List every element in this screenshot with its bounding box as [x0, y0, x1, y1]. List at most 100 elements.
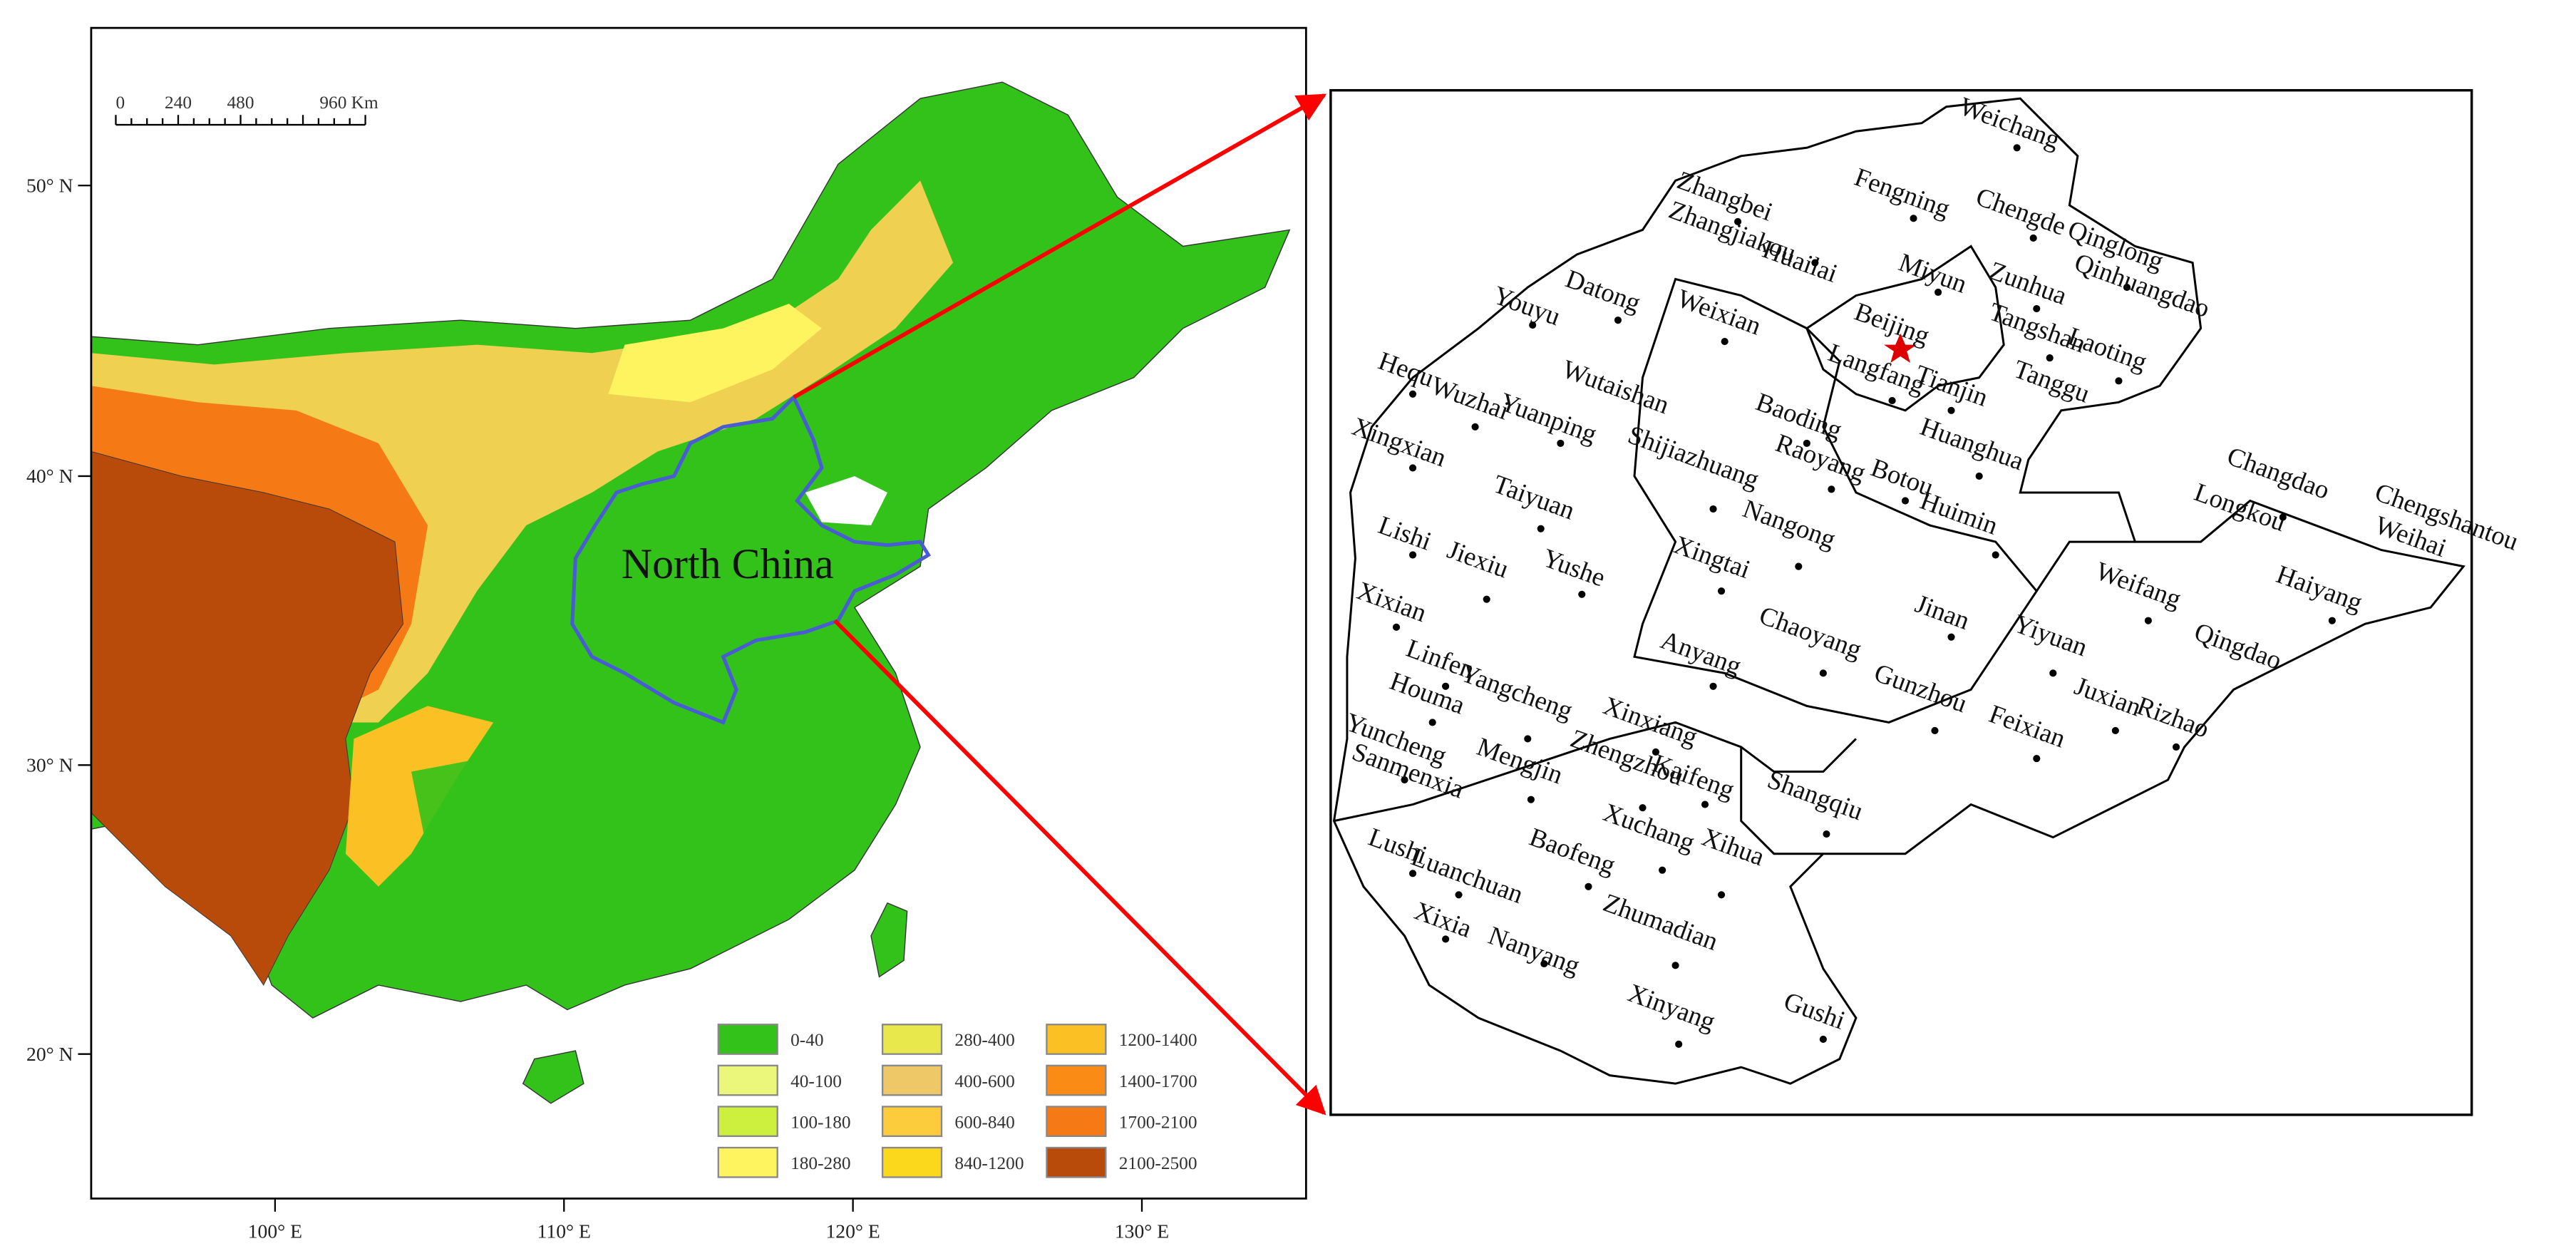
scale-label: 960 Km — [319, 93, 378, 113]
station-dot — [2029, 234, 2037, 242]
station-dot — [1442, 682, 1450, 690]
legend-label: 400-600 — [954, 1071, 1014, 1091]
legend-label: 600-840 — [954, 1112, 1014, 1132]
station-dot — [1557, 439, 1565, 447]
station-dot — [1614, 316, 1622, 324]
station-dot — [1652, 748, 1659, 756]
station-dot — [1408, 551, 1417, 559]
legend-swatch — [1046, 1024, 1107, 1055]
station-dot — [1527, 796, 1535, 803]
station-dot — [1803, 439, 1810, 447]
legend-label: 840-1200 — [954, 1153, 1024, 1173]
legend-swatch — [717, 1146, 778, 1178]
station-dot — [1659, 866, 1666, 874]
station-dot — [1408, 390, 1417, 398]
station-dot — [1701, 801, 1709, 808]
lon-label: 100° E — [248, 1220, 302, 1242]
station-dot — [1524, 735, 1532, 743]
legend-swatch — [1046, 1106, 1107, 1138]
station-dot — [1734, 217, 1742, 226]
station-dot — [1408, 870, 1417, 877]
lat-label: 50° N — [26, 174, 73, 196]
station-dot — [1471, 423, 1479, 431]
station-dot — [2328, 617, 2336, 624]
station-dot — [2033, 304, 2041, 313]
legend-swatch — [1046, 1064, 1107, 1096]
station-dot — [1947, 633, 1955, 641]
station-dot — [1901, 497, 1910, 505]
legend-label: 1700-2100 — [1119, 1112, 1197, 1132]
scale-bar: 0 240 480 960 Km — [115, 93, 378, 126]
map-frame — [90, 26, 1307, 1200]
legend-swatch — [881, 1106, 943, 1138]
station-dot — [1428, 719, 1436, 726]
legend-label: 40-100 — [790, 1071, 842, 1091]
station-dot — [1717, 587, 1726, 595]
station-dot — [1483, 595, 1490, 603]
legend-label: 280-400 — [954, 1030, 1014, 1050]
zoom-arrow — [793, 93, 1327, 399]
station-dot — [1717, 891, 1726, 899]
legend: 0-40 40-100 100-180 180-280 280-400 400-600 60… — [717, 1024, 1197, 1178]
elevation-map — [91, 28, 1307, 1199]
legend-label: 2100-2500 — [1119, 1153, 1197, 1173]
scale-label: 240 — [165, 93, 192, 113]
station-dot — [2173, 743, 2180, 751]
north-china-boundary — [570, 394, 932, 725]
station-dot — [1408, 464, 1417, 472]
legend-swatch — [717, 1064, 778, 1096]
station-dot — [1931, 726, 1939, 735]
inset-frame — [1329, 88, 2473, 1116]
station-dot — [1537, 525, 1545, 532]
station-dot — [2123, 284, 2131, 292]
station-dot — [1811, 259, 1819, 267]
legend-swatch — [1046, 1146, 1107, 1178]
lon-label: 130° E — [1115, 1220, 1169, 1242]
station-dot — [1709, 682, 1717, 690]
station-dot — [1671, 962, 1679, 969]
station-dot — [1819, 669, 1827, 677]
station-dot — [2279, 513, 2287, 521]
station-dot — [1910, 215, 1917, 222]
station-dot — [1529, 321, 1537, 329]
station-dot — [1455, 891, 1463, 899]
lat-label: 20° N — [26, 1043, 73, 1065]
station-dot — [1540, 959, 1548, 968]
legend-label: 100-180 — [790, 1112, 850, 1132]
lat-label: 40° N — [26, 465, 73, 487]
station-dot — [2049, 669, 2057, 677]
station-dot — [1828, 485, 1835, 493]
map-axes: 50° N 40° N 30° N 20° N 100° E 110° E 120° E 13… — [26, 174, 1169, 1242]
scale-label: 480 — [227, 93, 254, 113]
inset-boundaries — [1332, 97, 2466, 1085]
legend-label: 0-40 — [790, 1030, 823, 1050]
station-dot — [1888, 396, 1896, 405]
station-dot — [1585, 882, 1592, 890]
station-dot — [2033, 755, 2041, 763]
legend-swatch — [881, 1024, 943, 1055]
legend-swatch — [881, 1064, 943, 1096]
station-dot — [2111, 726, 2119, 735]
region-label: North China — [622, 540, 834, 587]
station-dot — [1709, 505, 1717, 513]
legend-swatch — [717, 1024, 778, 1055]
station-dot — [2046, 354, 2054, 362]
station-dot — [2144, 617, 2152, 624]
lat-label: 30° N — [26, 754, 73, 776]
legend-label: 180-280 — [790, 1153, 850, 1173]
station-dot — [1975, 472, 1983, 480]
scale-label: 0 — [115, 93, 125, 113]
station-dot — [1992, 551, 1999, 559]
beijing-star — [1884, 333, 1917, 364]
station-dot — [1442, 935, 1450, 943]
station-dot — [1401, 776, 1408, 784]
legend-label: 1200-1400 — [1119, 1030, 1197, 1050]
station-dot — [1675, 1040, 1683, 1048]
station-dot — [1934, 288, 1942, 297]
station-dot — [2115, 377, 2123, 385]
station-dot — [1819, 1035, 1827, 1044]
legend-label: 1400-1700 — [1119, 1071, 1197, 1091]
station-dot — [1721, 338, 1729, 346]
